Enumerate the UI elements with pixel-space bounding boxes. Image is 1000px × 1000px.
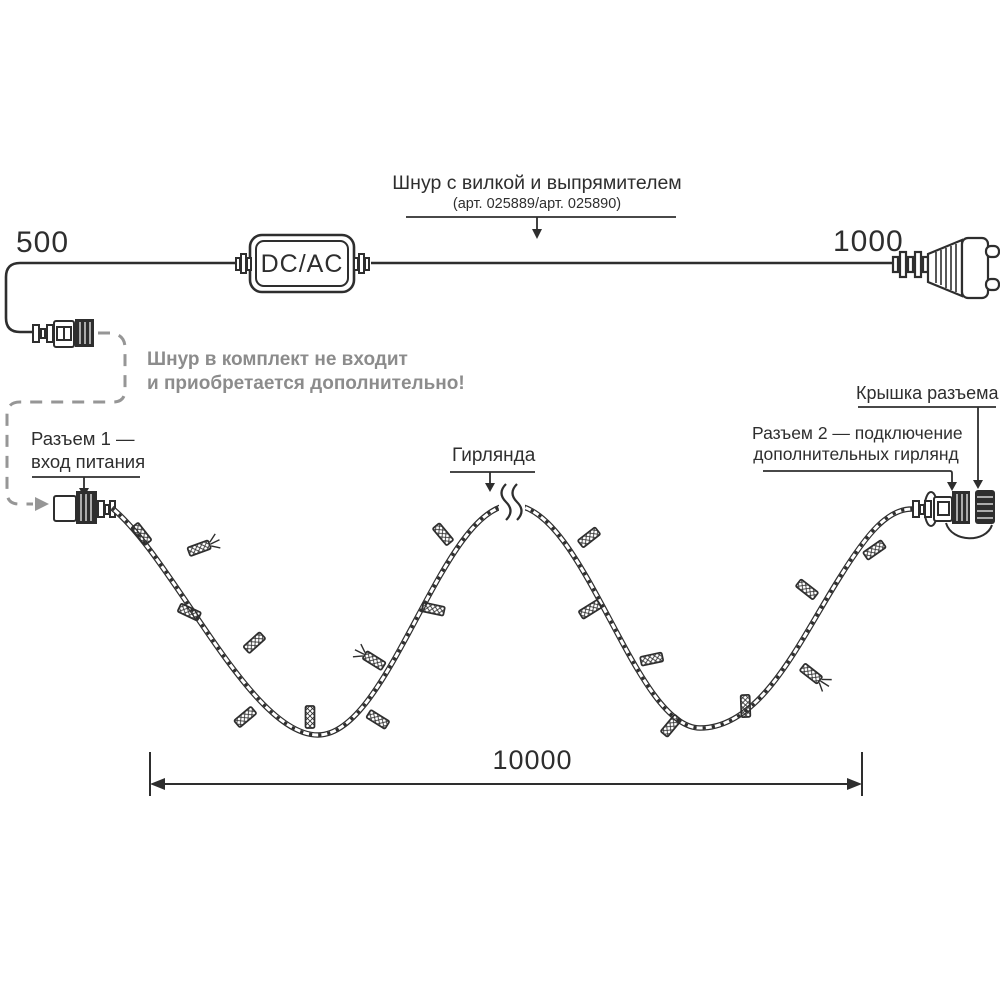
note-line-2: и приобретается дополнительно! [147,373,465,394]
lamp [130,522,152,546]
note-line-1: Шнур в комплект не входит [147,349,408,370]
plug-face [960,236,990,300]
cap-label: Крышка разъема [856,383,999,403]
lamp [421,601,446,617]
garland-lamps [130,522,887,738]
plug-prong-bottom [984,277,1000,292]
lamp [432,522,454,546]
lamp [304,705,316,729]
lamp [577,526,601,548]
lamp [177,602,202,622]
lamp [578,599,603,620]
dimension-1000-label: 1000 [833,225,904,258]
connector-2 [912,490,995,540]
dashed-leader [5,331,127,511]
connector2-label: Разъем 2 — подключение дополнительных ги… [752,423,963,465]
garland-label: Гирлянда [452,445,536,466]
lamp [352,643,387,671]
lamp [739,694,752,718]
lamp [242,631,266,654]
converter-label: DC/AC [260,250,344,278]
connector2-label-line2: дополнительных гирлянд [753,444,959,464]
converter-left-grommet [235,253,252,274]
lamp [795,578,819,600]
garland-leader [450,471,535,484]
leader-lines [32,216,996,497]
lamp [365,709,390,730]
cord-title: Шнур с вилкой и выпрямителем [392,172,682,194]
input-cord-connector [32,319,94,348]
connector1-label-line1: Разъем 1 — [31,428,135,449]
cap-leader [858,406,996,481]
lamp [660,714,682,738]
connector1-label-line2: вход питания [31,451,146,472]
power-cord [4,261,893,334]
dimension-10000 [149,752,863,796]
connector1-leader [32,476,140,489]
plug-body-ribs [935,244,957,292]
dashed-arrowhead [35,497,49,511]
garland-wire [112,505,912,735]
plug-body [926,238,964,298]
lamp [233,706,257,728]
lamp [862,539,887,561]
converter-right-grommet [353,253,370,274]
plug-prong-top [984,244,1000,259]
connector2-leader [763,470,953,483]
mains-plug [891,236,1000,300]
connector1-label: Разъем 1 — вход питания [31,427,145,473]
cord-subtitle: (арт. 025889/арт. 025890) [452,196,622,212]
lamp [639,651,664,667]
dimension-10000-label: 10000 [492,745,573,775]
wire-break-symbol [499,483,525,521]
lamp [186,533,221,557]
connector-cap [975,490,995,524]
cord-left-segment [4,261,240,334]
dimension-500-label: 500 [16,226,70,259]
cap-tether [945,522,993,540]
cord-title-leader [406,216,676,231]
connector2-label-line1: Разъем 2 — подключение [752,423,963,443]
dc-ac-converter [235,233,370,294]
cord-not-included-note: Шнур в комплект не входит и приобретаетс… [147,348,465,396]
connector-1 [53,491,116,524]
lamp [799,663,832,692]
